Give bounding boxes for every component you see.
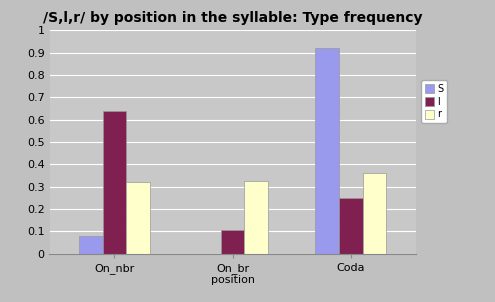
Bar	[363, 173, 386, 254]
Bar	[245, 181, 268, 254]
Title: /S,l,r/ by position in the syllable: Type frequency: /S,l,r/ by position in the syllable: Typ…	[43, 11, 422, 25]
X-axis label: position: position	[211, 275, 254, 285]
Bar	[221, 230, 245, 254]
Bar	[339, 198, 363, 254]
Bar	[102, 111, 126, 254]
Legend: S, l, r: S, l, r	[421, 80, 447, 124]
Bar	[79, 236, 102, 254]
Bar	[126, 182, 150, 254]
Bar	[315, 48, 339, 254]
